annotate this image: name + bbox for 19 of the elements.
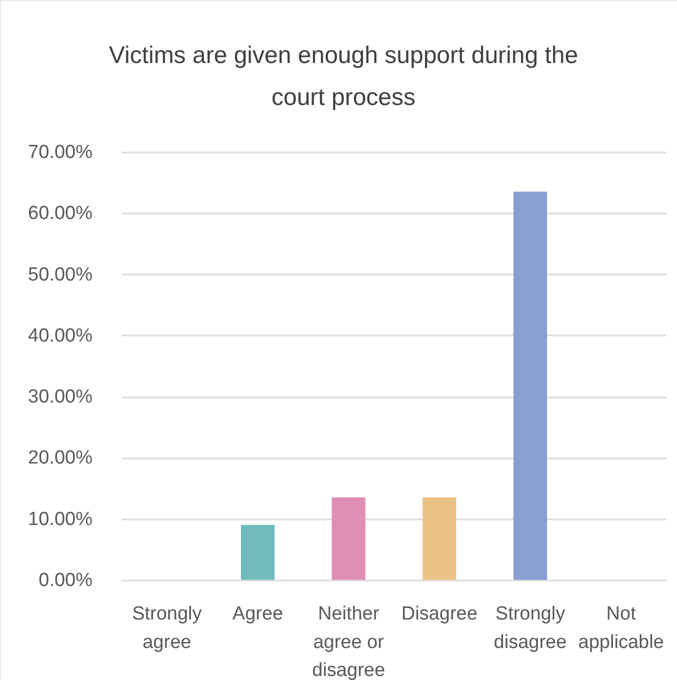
x-tick-label: Disagree xyxy=(401,604,478,624)
y-tick-label: 50.00% xyxy=(28,264,93,286)
bar xyxy=(513,192,548,580)
y-tick-label: 70.00% xyxy=(28,142,93,163)
y-tick-label: 10.00% xyxy=(28,508,93,530)
chart-title: Victims are given enough support during the court process xyxy=(108,41,580,113)
x-tick-label: Neither agree or disagree xyxy=(312,604,386,680)
x-tick-label: Strongly agree xyxy=(132,604,202,653)
y-tick-label: 0.00% xyxy=(38,570,93,591)
y-tick-label: 20.00% xyxy=(28,448,93,469)
y-tick-label: 40.00% xyxy=(28,325,93,346)
bar xyxy=(332,497,366,580)
x-tick-label: Agree xyxy=(232,604,284,624)
y-tick-label: 60.00% xyxy=(28,203,93,224)
x-tick-label: Not applicable xyxy=(578,604,664,653)
x-tick-label: Strongly disagree xyxy=(494,604,567,653)
y-tick-label: 30.00% xyxy=(28,386,93,408)
bar xyxy=(240,524,275,580)
bar xyxy=(422,497,456,580)
